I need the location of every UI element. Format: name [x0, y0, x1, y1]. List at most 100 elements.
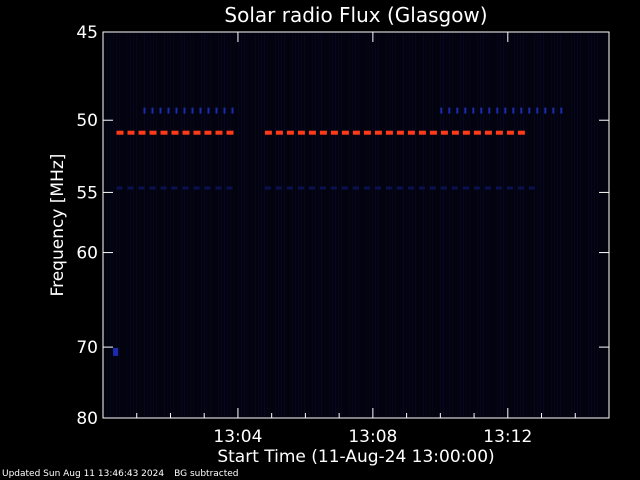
noise-streak: [241, 34, 242, 416]
noise-streak: [449, 34, 450, 416]
heat-layer: [107, 34, 598, 416]
noise-streak: [190, 34, 191, 416]
rfi-mark: [319, 130, 327, 135]
noise-streak: [543, 34, 544, 416]
rfi-mark: [275, 130, 283, 135]
rfi-mark: [374, 130, 382, 135]
rfi-mark: [199, 107, 202, 114]
noise-streak: [147, 34, 148, 416]
rfi-mark: [418, 130, 426, 135]
rfi-mark: [204, 186, 211, 190]
rfi-mark: [496, 107, 499, 114]
noise-streak: [432, 34, 433, 416]
noise-streak: [247, 34, 248, 416]
noise-streak: [238, 34, 239, 416]
rfi-mark: [552, 107, 555, 114]
y-tick-label: 50: [76, 111, 98, 131]
rfi-mark: [472, 107, 475, 114]
rfi-mark: [215, 130, 223, 135]
rfi-mark: [116, 130, 124, 135]
rfi-mark: [264, 186, 271, 190]
noise-streak: [264, 34, 265, 416]
noise-streak: [230, 34, 231, 416]
chart-title: Solar radio Flux (Glasgow): [224, 3, 487, 27]
rfi-mark: [512, 107, 515, 114]
rfi-mark: [462, 130, 470, 135]
rfi-mark: [191, 107, 194, 114]
rfi-mark: [149, 130, 157, 135]
rfi-mark: [363, 130, 371, 135]
rfi-mark: [127, 130, 135, 135]
noise-streak: [588, 34, 589, 416]
rfi-mark: [138, 186, 145, 190]
rfi-mark: [429, 130, 437, 135]
rfi-mark: [464, 107, 467, 114]
noise-streak: [506, 34, 507, 416]
y-tick-label: 70: [76, 338, 98, 358]
footer: Updated Sun Aug 11 13:46:43 2024 BG subtr…: [2, 469, 239, 479]
rfi-mark: [264, 130, 272, 135]
rfi-mark: [407, 130, 415, 135]
noise-streak: [395, 34, 396, 416]
rfi-mark: [385, 130, 393, 135]
rfi-mark: [480, 107, 483, 114]
noise-streak: [221, 34, 222, 416]
rfi-mark: [160, 186, 167, 190]
noise-streak: [133, 34, 134, 416]
rfi-mark: [204, 130, 212, 135]
noise-streak: [443, 34, 444, 416]
rfi-mark: [528, 186, 535, 190]
noise-streak: [187, 34, 188, 416]
rfi-mark: [495, 186, 502, 190]
noise-streak: [352, 34, 353, 416]
noise-streak: [181, 34, 182, 416]
noise-streak: [167, 34, 168, 416]
rfi-mark: [193, 130, 201, 135]
noise-streak: [386, 34, 387, 416]
noise-streak: [301, 34, 302, 416]
noise-streak: [517, 34, 518, 416]
noise-streak: [136, 34, 137, 416]
updated-timestamp: Updated Sun Aug 11 13:46:43 2024: [2, 469, 165, 479]
rfi-mark: [207, 107, 210, 114]
noise-streak: [281, 34, 282, 416]
noise-streak: [591, 34, 592, 416]
rfi-mark: [363, 186, 370, 190]
y-axis-label: Frequency [MHz]: [48, 154, 68, 297]
rfi-mark: [138, 130, 146, 135]
noise-streak: [560, 34, 561, 416]
rfi-mark: [385, 186, 392, 190]
noise-streak: [366, 34, 367, 416]
x-tick-label: 13:12: [483, 427, 532, 447]
noise-streak: [227, 34, 228, 416]
rfi-mark: [182, 186, 189, 190]
bg-note: BG subtracted: [174, 469, 239, 479]
y-axis: 45 50 55 60 70 80: [76, 23, 609, 429]
x-tick-label: 13:04: [213, 427, 262, 447]
noise-streak: [483, 34, 484, 416]
noise-streak: [153, 34, 154, 416]
rfi-mark: [374, 186, 381, 190]
rfi-mark: [171, 186, 178, 190]
rfi-mark: [473, 130, 481, 135]
noise-streak: [389, 34, 390, 416]
noise-streak: [466, 34, 467, 416]
noise-streak: [164, 34, 165, 416]
noise-streak: [477, 34, 478, 416]
noise-streak: [577, 34, 578, 416]
rfi-mark: [223, 107, 226, 114]
noise-streak: [355, 34, 356, 416]
noise-streak: [107, 34, 108, 416]
noise-streak: [284, 34, 285, 416]
noise-streak: [173, 34, 174, 416]
noise-streak: [372, 34, 373, 416]
rfi-mark: [418, 186, 425, 190]
rfi-mark: [160, 130, 168, 135]
noise-streak: [261, 34, 262, 416]
noise-streak: [537, 34, 538, 416]
noise-streak: [349, 34, 350, 416]
rfi-mark: [506, 130, 514, 135]
noise-streak: [204, 34, 205, 416]
rfi-mark: [286, 186, 293, 190]
rfi-mark: [215, 186, 222, 190]
